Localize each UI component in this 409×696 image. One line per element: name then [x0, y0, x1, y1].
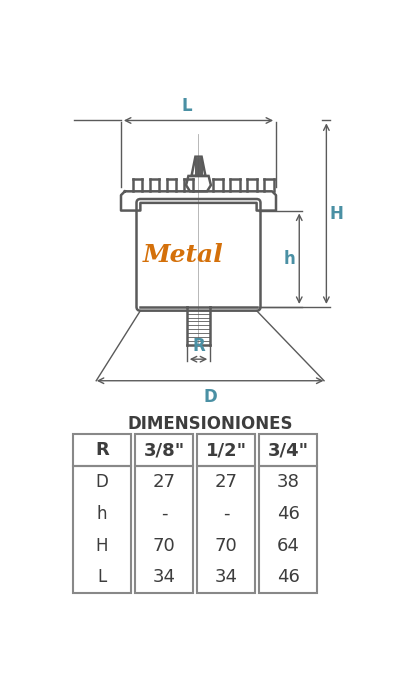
Text: 46: 46	[276, 505, 299, 523]
Text: R: R	[95, 441, 109, 459]
Text: 70: 70	[152, 537, 175, 555]
Text: 34: 34	[214, 569, 237, 586]
Text: 34: 34	[152, 569, 175, 586]
Text: D: D	[95, 473, 108, 491]
Text: L: L	[181, 97, 192, 115]
Text: 64: 64	[276, 537, 299, 555]
Text: L: L	[97, 569, 106, 586]
Text: 38: 38	[276, 473, 299, 491]
Text: 3/4": 3/4"	[267, 441, 308, 459]
Text: 70: 70	[214, 537, 237, 555]
Text: DIMENSIONIONES: DIMENSIONIONES	[127, 415, 292, 433]
Text: R: R	[192, 338, 204, 356]
Text: h: h	[97, 505, 107, 523]
Text: Metal: Metal	[142, 243, 223, 267]
Text: h: h	[283, 250, 295, 268]
Text: 27: 27	[152, 473, 175, 491]
Text: H: H	[96, 537, 108, 555]
Text: -: -	[222, 505, 229, 523]
Text: D: D	[203, 388, 216, 406]
Text: 27: 27	[214, 473, 237, 491]
Text: 46: 46	[276, 569, 299, 586]
Text: -: -	[160, 505, 167, 523]
Text: 3/8": 3/8"	[143, 441, 184, 459]
Text: 1/2": 1/2"	[205, 441, 246, 459]
Text: H: H	[329, 205, 343, 223]
